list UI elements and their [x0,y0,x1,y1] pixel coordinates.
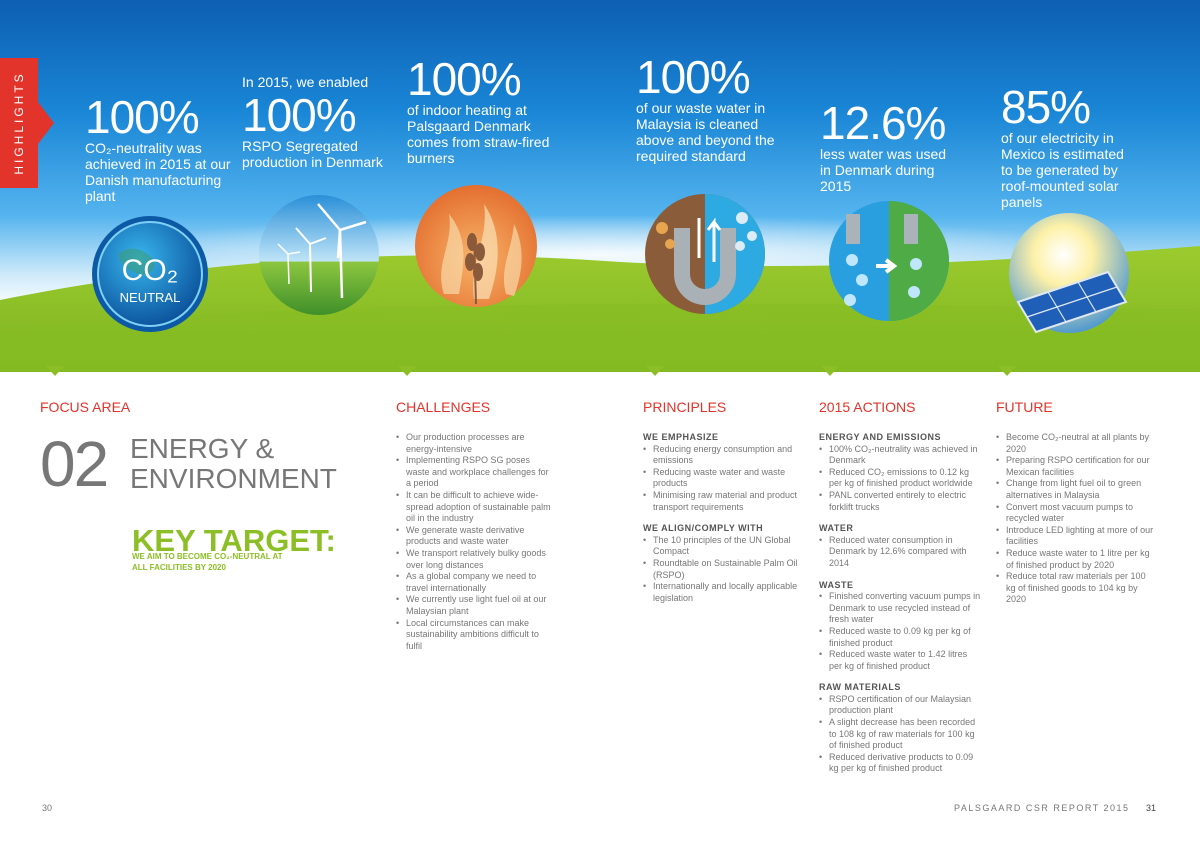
highlight-value: 100% [242,89,357,141]
actions-list: ENERGY AND EMISSIONS 100% CO₂-neutrality… [819,432,981,775]
list-item: A slight decrease has been recorded to 1… [819,717,981,752]
actions-subheading: ENERGY AND EMISSIONS [819,432,942,442]
list-item: We currently use light fuel oil at our M… [396,594,556,617]
list-item: Reduced CO₂ emissions to 0.12 kg per kg … [819,467,981,490]
list-item: Our production processes are energy-inte… [396,432,556,455]
co2-badge-label: CO₂ [122,254,179,287]
section-notch [646,366,664,376]
highlight-value: 100% [407,53,522,105]
highlight-value: 100% [85,91,200,143]
list-item: Introduce LED lighting at more of our fa… [996,525,1156,548]
highlight-pretext: In 2015, we enabled [242,74,369,90]
straw-fire-icon [415,185,537,307]
challenges-list: Our production processes are energy-inte… [396,432,556,652]
highlight-text: of our waste water in Malaysia is cleane… [636,100,775,164]
highlight-text: of indoor heating at Palsgaard Denmark c… [407,102,550,166]
highlight-solar: 85% of our electricity in Mexico is esti… [1001,84,1136,210]
water-saving-icon [829,201,949,321]
actions-subheading: WASTE [819,579,854,590]
list-item: RSPO certification of our Malaysian prod… [819,694,981,717]
key-target-heading: KEY TARGET: [132,523,336,558]
highlight-rspo: In 2015, we enabled 100% RSPO Segregated… [242,74,402,170]
header-focus-area: FOCUS AREA [40,399,131,415]
section-notch [998,366,1016,376]
list-item: Reduced waste water to 1.42 litres per k… [819,649,981,672]
list-item: As a global company we need to travel in… [396,571,556,594]
list-item: Reducing energy consumption and emission… [643,444,803,467]
list-item: Minimising raw material and product tran… [643,490,803,513]
highlight-text: of our electricity in Mexico is estimate… [1001,130,1124,210]
highlight-text: CO₂-neutrality was achieved in 2015 at o… [85,140,231,204]
list-item: Internationally and locally applicable l… [643,581,803,604]
list-item: Reducing waste water and waste products [643,467,803,490]
highlights-banner: HIGHLIGHTS CO₂ NEUTRAL [0,0,1200,372]
principles-subheading: WE EMPHASIZE [643,432,719,442]
principles-list: WE EMPHASIZE Reducing energy consumption… [643,432,803,604]
list-item: We transport relatively bulky goods over… [396,548,556,571]
highlight-water-use: 12.6% less water was used in Denmark dur… [820,100,960,194]
highlight-text: less water was used in Denmark during 20… [820,146,947,194]
key-target-text: WE AIM TO BECOME CO₂-NEUTRAL AT ALL FACI… [132,552,283,572]
focus-title-line1: ENERGY & [130,433,275,464]
section-notch [398,366,416,376]
list-item: Roundtable on Sustainable Palm Oil (RSPO… [643,558,803,581]
co2-neutral-globe-icon: CO₂ NEUTRAL [92,216,208,332]
list-item: Preparing RSPO certification for our Mex… [996,455,1156,478]
actions-subheading: RAW MATERIALS [819,682,901,693]
section-notch [46,366,64,376]
wind-turbines-icon [259,195,379,315]
list-item: Implementing RSPO SG poses waste and wor… [396,455,556,490]
waste-water-icon [645,194,765,314]
solar-panels-icon [1009,213,1129,334]
highlight-value: 85% [1001,81,1091,133]
list-item: Convert most vacuum pumps to recycled wa… [996,502,1156,525]
section-notch [821,366,839,376]
list-item: Reduced waste to 0.09 kg per kg of finis… [819,626,981,649]
header-future: FUTURE [996,399,1053,415]
highlight-value: 12.6% [820,97,946,149]
list-item: PANL converted entirely to electric fork… [819,490,981,513]
header-challenges: CHALLENGES [396,399,491,415]
highlight-text: RSPO Segregated production in Denmark [242,138,383,170]
list-item: Reduce waste water to 1 litre per kg of … [996,548,1156,571]
highlight-waste-water: 100% of our waste water in Malaysia is c… [636,54,786,164]
co2-badge-sub: NEUTRAL [120,290,181,305]
highlight-heating: 100% of indoor heating at Palsgaard Denm… [407,56,567,166]
page-number-left: 30 [42,803,53,813]
future-list: Become CO₂-neutral at all plants by 2020… [996,432,1156,606]
list-item: Reduced derivative products to 0.09 kg p… [819,752,981,775]
focus-title-line2: ENVIRONMENT [130,463,337,494]
list-item: Finished converting vacuum pumps in Denm… [819,591,981,626]
list-item: 100% CO₂-neutrality was achieved in Denm… [819,444,981,467]
list-item: Change from light fuel oil to green alte… [996,478,1156,501]
list-item: Local circumstances can make sustainabil… [396,618,556,653]
focus-number: 02 [40,428,109,500]
page-number-right: 31 [1146,803,1157,813]
list-item: We generate waste derivative products an… [396,525,556,548]
actions-subheading: WATER [819,523,854,534]
highlight-value: 100% [636,51,751,103]
list-item: Reduced water consumption in Denmark by … [819,535,981,570]
list-item: It can be difficult to achieve wide-spre… [396,490,556,525]
principles-subheading: WE ALIGN/COMPLY WITH [643,523,764,534]
list-item: The 10 principles of the UN Global Compa… [643,535,803,558]
report-title: PALSGAARD CSR REPORT 2015 [954,803,1130,813]
header-principles: PRINCIPLES [643,399,727,415]
list-item: Become CO₂-neutral at all plants by 2020 [996,432,1156,455]
highlights-tab: HIGHLIGHTS [0,58,54,188]
highlight-co2: 100% CO₂-neutrality was achieved in 2015… [85,94,235,204]
header-2015-actions: 2015 ACTIONS [819,399,916,415]
list-item: Reduce total raw materials per 100 kg of… [996,571,1156,606]
focus-title: ENERGY & ENVIRONMENT [130,434,337,494]
